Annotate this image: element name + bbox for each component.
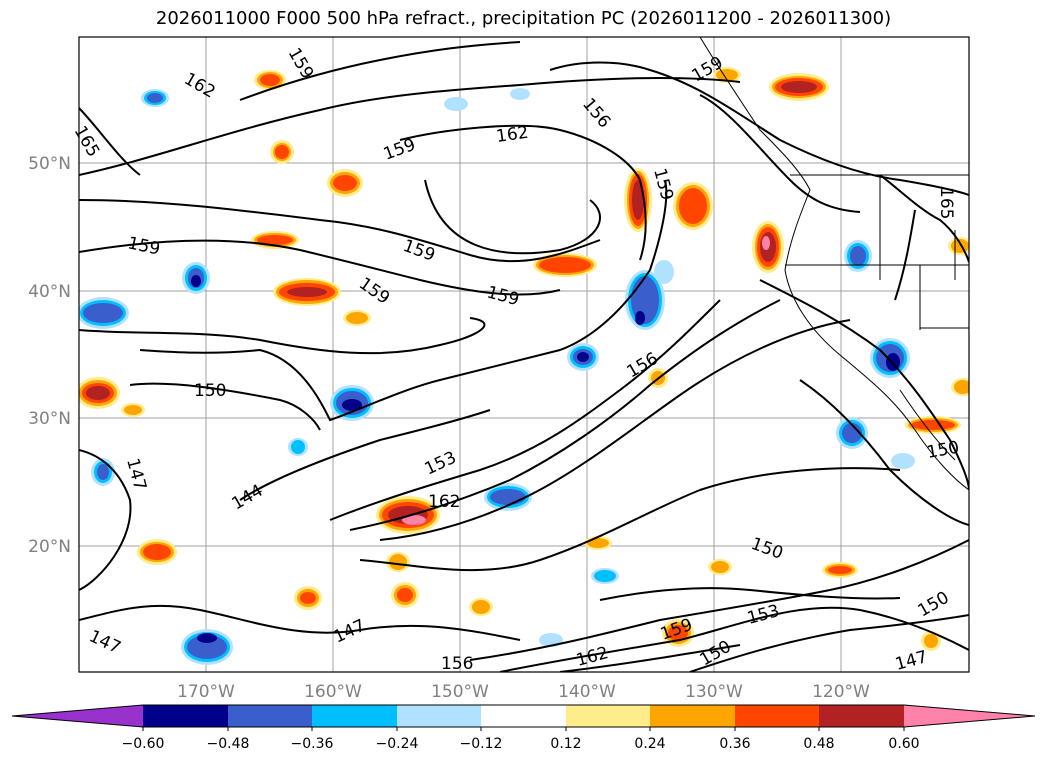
colorbar-segment xyxy=(819,705,904,727)
colorbar-segment xyxy=(735,705,819,727)
lon-label-160w: 160°W xyxy=(304,682,362,702)
colorbar-ticks xyxy=(142,727,905,731)
refractivity-contours xyxy=(79,41,969,672)
colorbar-extend-high xyxy=(904,705,1035,727)
colorbar-segment xyxy=(650,705,735,727)
coastlines xyxy=(699,37,969,491)
map-area xyxy=(79,37,969,672)
colorbar: −0.60 −0.48 −0.36 −0.24 −0.12 0.12 0.24 … xyxy=(11,704,1036,752)
longitude-labels: 170°W 160°W 150°W 140°W 130°W 120°W xyxy=(177,682,870,702)
contour-label: 156 xyxy=(441,654,473,674)
colorbar-tick-label: 0.24 xyxy=(634,736,665,752)
lat-label-50n: 50°N xyxy=(28,154,71,174)
lon-label-120w: 120°W xyxy=(812,682,870,702)
lat-label-40n: 40°N xyxy=(28,282,71,302)
colorbar-extend-low xyxy=(12,705,143,727)
colorbar-tick-label: 0.48 xyxy=(803,736,834,752)
lon-label-170w: 170°W xyxy=(177,682,235,702)
colorbar-segment xyxy=(481,705,566,727)
lon-label-130w: 130°W xyxy=(685,682,743,702)
colorbar-segment xyxy=(228,705,312,727)
colorbar-tick-label: −0.36 xyxy=(291,736,334,752)
colorbar-segment xyxy=(312,705,397,727)
contour-label: 162 xyxy=(495,123,530,147)
chart-title: 2026011000 F000 500 hPa refract., precip… xyxy=(155,8,892,29)
colorbar-tick-label: 0.60 xyxy=(888,736,919,752)
lat-label-20n: 20°N xyxy=(28,537,71,557)
colorbar-segment xyxy=(566,705,650,727)
colorbar-segment xyxy=(143,705,228,727)
contour-label: 150 xyxy=(194,381,226,401)
colorbar-tick-label: −0.12 xyxy=(460,736,503,752)
colorbar-tick-label: −0.48 xyxy=(207,736,250,752)
colorbar-segment xyxy=(397,705,481,727)
colorbar-tick-label: 0.12 xyxy=(550,736,581,752)
latitude-labels: 50°N 40°N 30°N 20°N xyxy=(28,154,71,557)
lat-label-30n: 30°N xyxy=(28,409,71,429)
lon-label-150w: 150°W xyxy=(431,682,489,702)
map-frame xyxy=(78,36,970,673)
lon-label-140w: 140°W xyxy=(558,682,616,702)
contour-label: 165 xyxy=(936,187,956,219)
colorbar-tick-label: −0.24 xyxy=(376,736,419,752)
colorbar-tick-label: 0.36 xyxy=(719,736,750,752)
contour-label: 162 xyxy=(428,492,460,512)
colorbar-tick-label: −0.60 xyxy=(122,736,165,752)
